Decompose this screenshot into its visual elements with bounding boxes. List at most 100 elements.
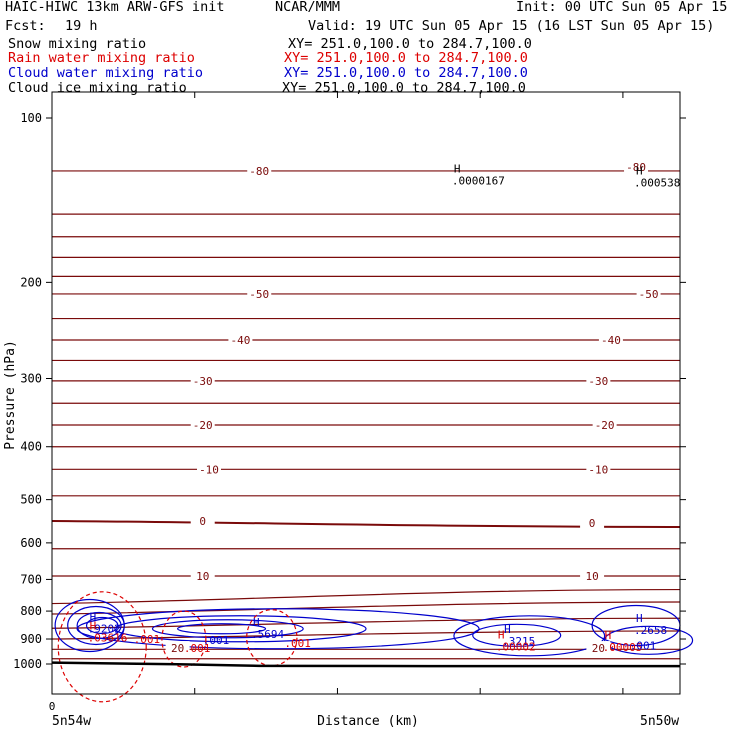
cloud-water-contour-center-3 bbox=[177, 623, 267, 635]
isotherm-label-bg-9 bbox=[592, 418, 617, 432]
isotherm-label-bg-15 bbox=[580, 569, 605, 583]
organization-label: NCAR/MMM bbox=[275, 0, 341, 15]
isotherm-label-1: -80 bbox=[626, 161, 646, 174]
contour-label-4: .001 bbox=[630, 640, 657, 653]
y-tick-label-400: 400 bbox=[20, 440, 42, 454]
isotherm-label-bg-17 bbox=[586, 641, 611, 655]
rain-water-contour-left bbox=[57, 591, 147, 703]
model-title: HAIC-HIWC 13km ARW-GFS init bbox=[5, 0, 225, 15]
isotherm-label-bg-6 bbox=[190, 373, 215, 387]
isotherm-label-3: -50 bbox=[639, 288, 659, 301]
isotherm-label-8: -20 bbox=[193, 419, 213, 432]
field-xy-rain: XY= 251.0,100.0 to 284.7,100.0 bbox=[284, 50, 528, 66]
rain-water-contour-center bbox=[246, 609, 298, 667]
isotherm-label-bg-0 bbox=[247, 163, 272, 177]
maximum-value-3: .03616 bbox=[88, 632, 128, 645]
cloud-water-contour-center-0 bbox=[76, 608, 480, 650]
maximum-value-2: .9202 bbox=[88, 623, 121, 636]
isotherm-label-0: -80 bbox=[249, 165, 269, 178]
isotherm-label-6: -30 bbox=[193, 375, 213, 388]
maximum-marker-2: H bbox=[90, 611, 97, 624]
maximum-marker-3: H bbox=[90, 620, 97, 633]
x-right-endpoint: 5n50w bbox=[640, 714, 679, 729]
y-tick-label-100: 100 bbox=[20, 111, 42, 125]
isotherm-label-bg-11 bbox=[586, 462, 611, 476]
contour-label-1: .001 bbox=[203, 634, 230, 647]
moisture-contours bbox=[54, 591, 694, 703]
maximum-marker-8: H bbox=[605, 629, 612, 642]
isotherm-label-bg-13 bbox=[580, 516, 605, 530]
rain-water-contour-mid bbox=[161, 610, 207, 668]
isotherm-label-bg-5 bbox=[598, 332, 623, 346]
x-tick-label-0: 0 bbox=[49, 700, 56, 713]
field-name-cloud-water: Cloud water mixing ratio bbox=[8, 65, 204, 81]
isotherm-547 bbox=[51, 519, 681, 528]
isotherm-775 bbox=[51, 588, 681, 605]
field-xy-cloud-water: XY= 251.0,100.0 to 284.7,100.0 bbox=[284, 65, 528, 81]
isotherm-label-bg-8 bbox=[190, 418, 215, 432]
isotherm-label-bg-1 bbox=[624, 160, 649, 174]
maximum-value-8: .00005 bbox=[603, 641, 643, 654]
isotherm-label-bg-3 bbox=[636, 286, 661, 300]
isotherm-900 bbox=[51, 630, 681, 640]
y-tick-label-800: 800 bbox=[20, 604, 42, 618]
cloud-water-contour-center-2 bbox=[151, 619, 304, 639]
maximum-marker-4: H bbox=[253, 616, 260, 629]
maximum-value-4: .5694 bbox=[251, 628, 284, 641]
contour-label-0: .001 bbox=[134, 633, 161, 646]
maximum-value-6: .3215 bbox=[502, 635, 535, 648]
maximum-marker-6: H bbox=[504, 623, 511, 636]
valid-time: Valid: 19 UTC Sun 05 Apr 15 (16 LST Sun … bbox=[308, 18, 715, 34]
cloud-water-contour-right-1 bbox=[472, 623, 562, 647]
isotherm-label-7: -30 bbox=[588, 375, 608, 388]
isotherm-label-13: 0 bbox=[589, 517, 596, 530]
terrain-surface bbox=[51, 661, 680, 668]
isotherm-label-12: 0 bbox=[199, 515, 206, 528]
maximum-marker-5: H bbox=[636, 612, 643, 625]
maximum-marker-0: H bbox=[454, 163, 461, 176]
terrain-line bbox=[51, 661, 680, 668]
y-axis-label: Pressure (hPa) bbox=[3, 340, 18, 450]
isotherm-label-16: 20 bbox=[171, 642, 184, 655]
maximum-value-0: .0000167 bbox=[452, 175, 505, 188]
maximum-value-1: .000538 bbox=[634, 177, 680, 190]
cloud-water-contour-right-0 bbox=[453, 615, 606, 657]
isotherm-label-2: -50 bbox=[249, 288, 269, 301]
maximum-value-7: .00002 bbox=[496, 640, 536, 653]
isotherm-label-bg-12 bbox=[190, 513, 215, 527]
cloud-water-contour-right-2 bbox=[604, 625, 694, 655]
field-xy-snow: XY= 251.0,100.0 to 284.7,100.0 bbox=[288, 36, 532, 52]
forecast-label: Fcst: bbox=[5, 18, 46, 34]
isotherm-860 bbox=[51, 617, 681, 629]
cloud-water-contour-center-1 bbox=[114, 615, 367, 643]
contour-label-3: .001 bbox=[184, 642, 211, 655]
isotherm-label-15: 10 bbox=[585, 570, 598, 583]
isotherm-label-bg-4 bbox=[228, 332, 253, 346]
y-tick-label-700: 700 bbox=[20, 572, 42, 586]
cloud-water-contour-left-1 bbox=[67, 605, 125, 646]
contour-label-2: .001 bbox=[284, 637, 311, 650]
isotherm-label-5: -40 bbox=[601, 334, 621, 347]
isotherm-label-bg-10 bbox=[197, 462, 221, 476]
y-tick-label-300: 300 bbox=[20, 372, 42, 386]
contour-labels: -80 -80 -50 -50 -40 -40 -30 -30 -20 -20 -10 -10 0 0 10… bbox=[88, 160, 680, 655]
isotherm-label-bg-2 bbox=[247, 286, 272, 300]
isotherm-lines bbox=[51, 170, 681, 660]
maximum-value-5: .2658 bbox=[634, 624, 667, 637]
isotherm-label-9: -20 bbox=[595, 419, 615, 432]
field-name-snow: Snow mixing ratio bbox=[8, 36, 147, 52]
forecast-hours: 19 h bbox=[65, 18, 98, 34]
field-name-rain: Rain water mixing ratio bbox=[8, 50, 195, 66]
y-tick-label-1000: 1000 bbox=[13, 657, 42, 671]
plot-frame bbox=[51, 91, 681, 695]
x-axis-label: Distance (km) bbox=[317, 714, 419, 729]
maximum-marker-1: H bbox=[636, 165, 643, 178]
isotherm-label-17: 20 bbox=[592, 642, 605, 655]
isotherm-810 bbox=[51, 601, 681, 615]
y-tick-label-500: 500 bbox=[20, 493, 42, 507]
y-tick-label-900: 900 bbox=[20, 632, 42, 646]
isotherm-label-10: -10 bbox=[199, 463, 219, 476]
isotherm-label-bg-7 bbox=[586, 373, 611, 387]
